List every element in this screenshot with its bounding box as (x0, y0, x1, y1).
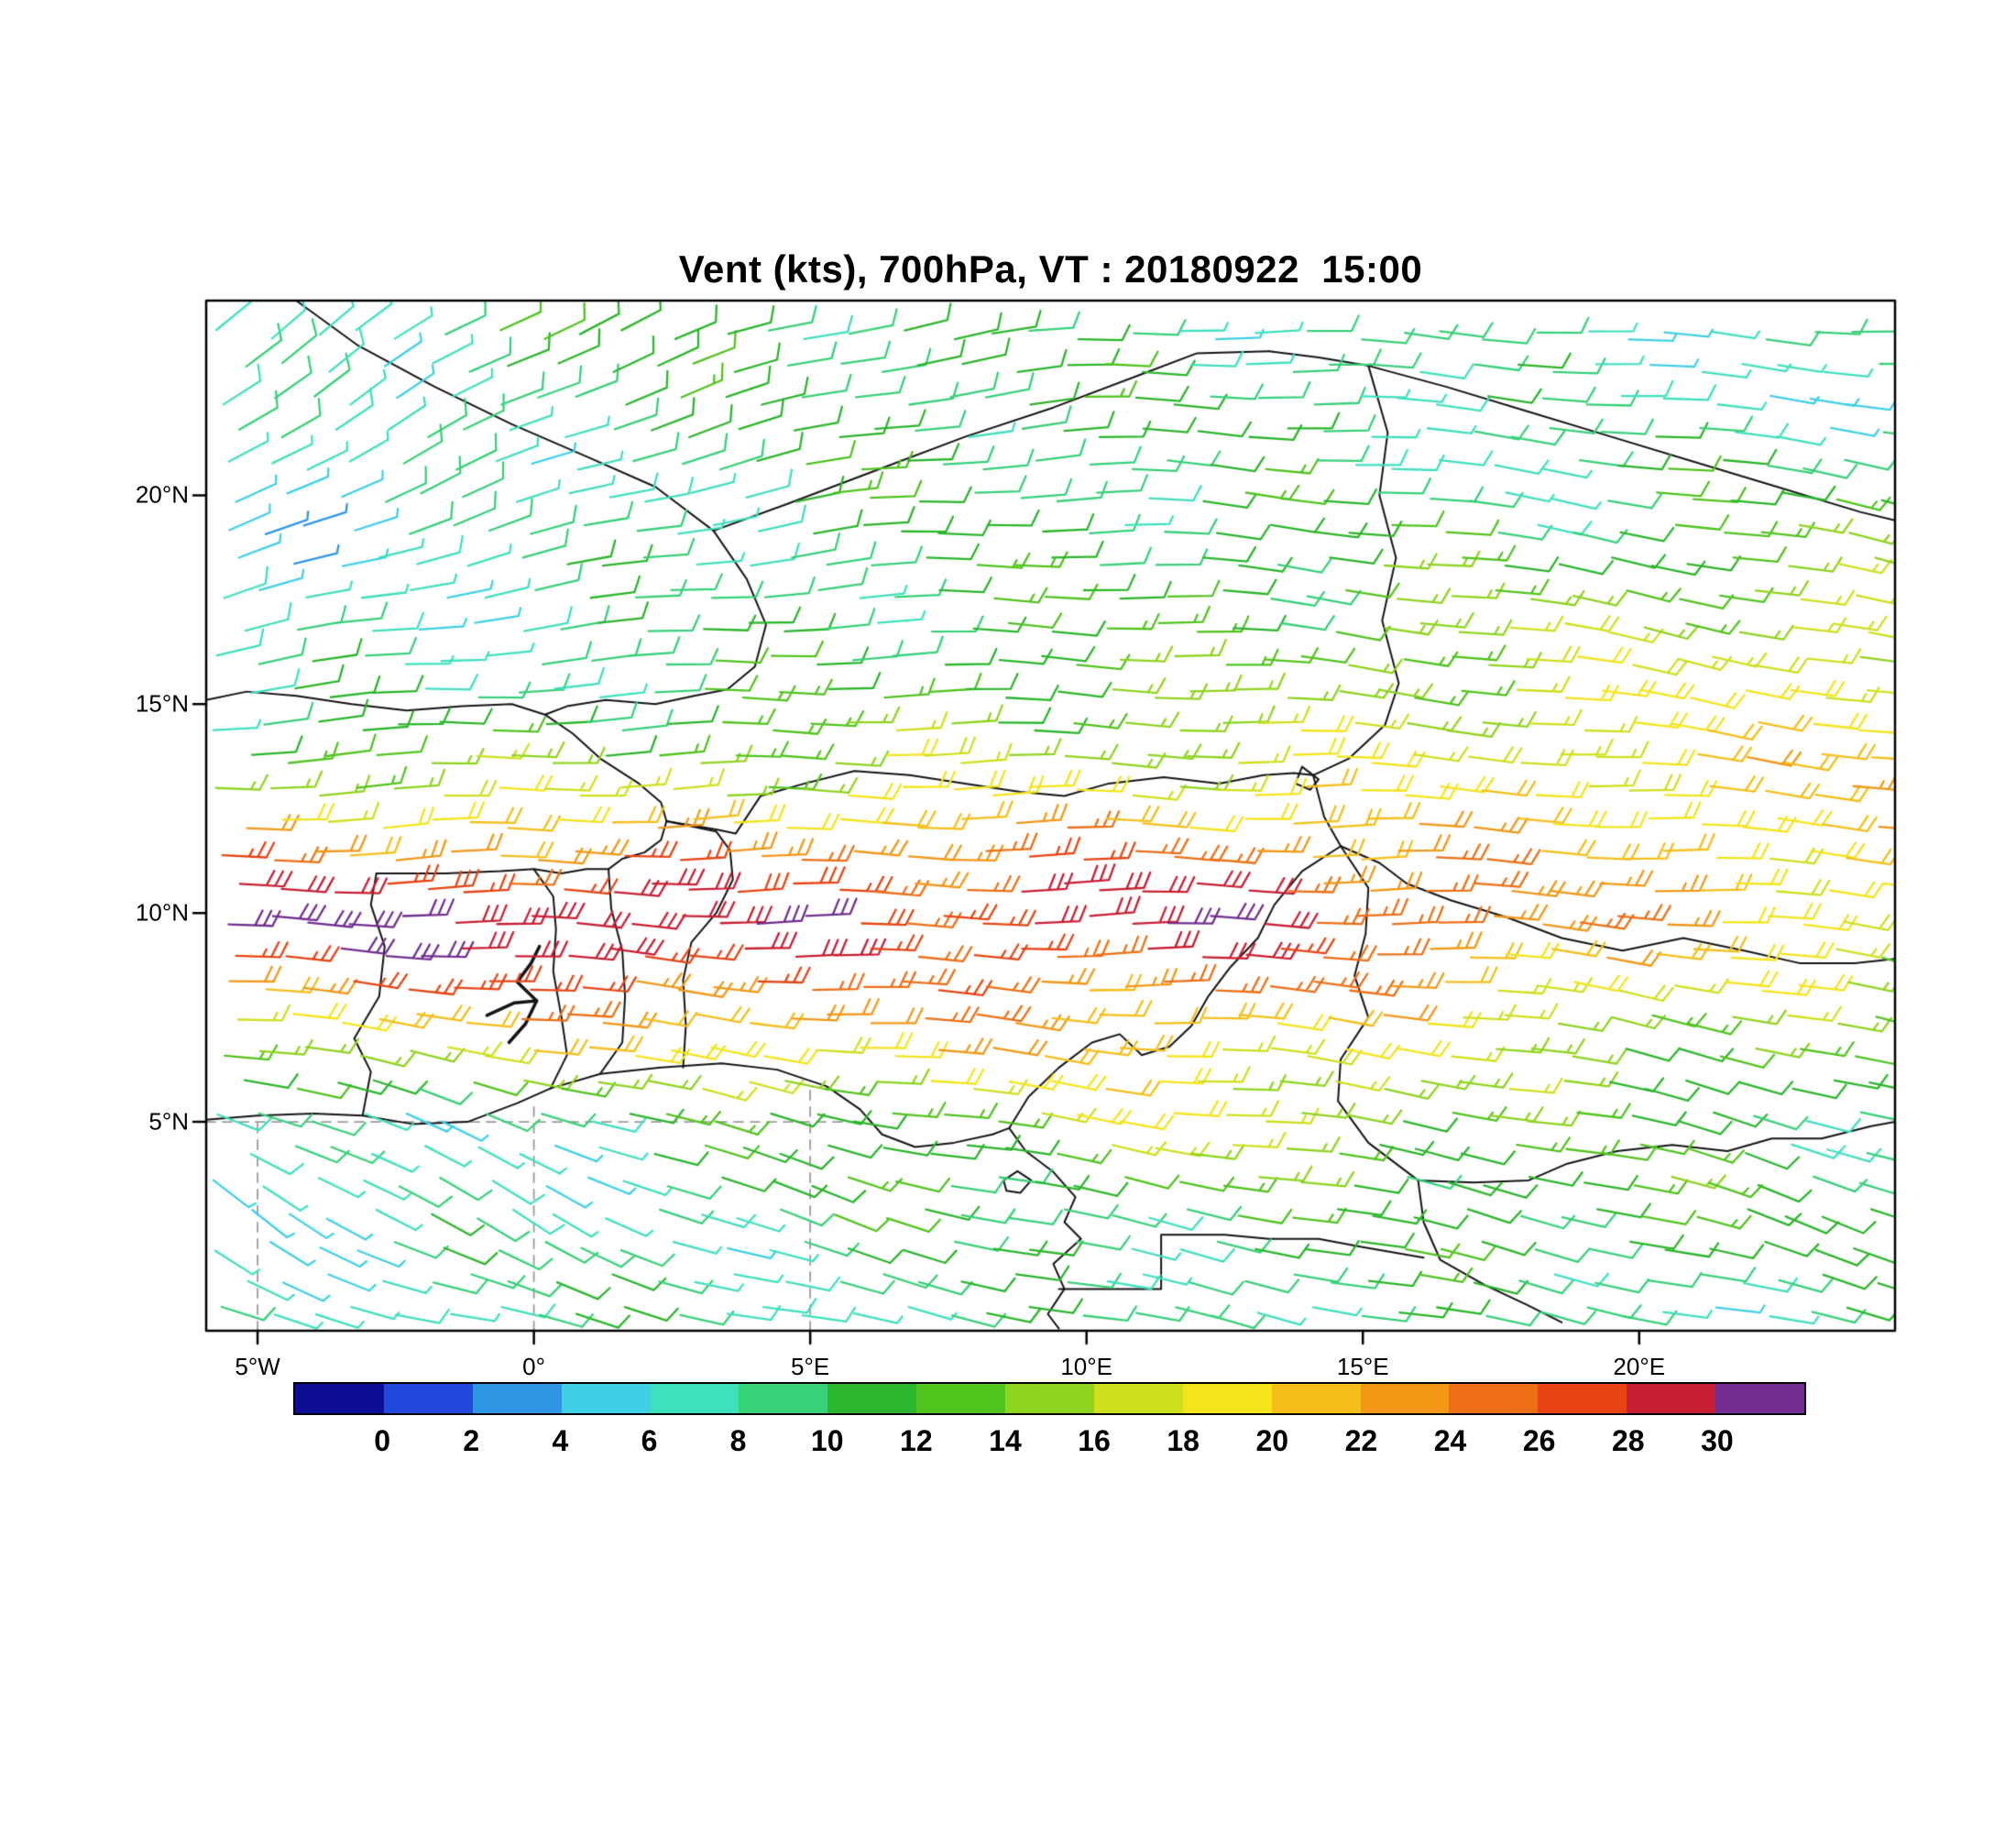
x-tick-label: 20°E (1613, 1353, 1666, 1380)
x-tick-label: 5°E (791, 1353, 830, 1380)
y-tick-label: 20°N (135, 480, 189, 509)
colorbar-tick-label: 16 (1078, 1424, 1111, 1457)
colorbar-segment (739, 1384, 828, 1413)
y-tick-label: 5°N (148, 1107, 189, 1136)
colorbar-tick-label: 2 (463, 1424, 480, 1457)
colorbar-segment (827, 1384, 917, 1413)
y-tick-label: 15°N (135, 689, 189, 718)
colorbar-tick-label: 12 (900, 1424, 933, 1457)
colorbar-tick-label: 0 (374, 1424, 391, 1457)
colorbar-tick-label: 6 (641, 1424, 658, 1457)
colorbar-tick-label: 8 (729, 1424, 747, 1457)
x-tick-label: 15°E (1336, 1353, 1389, 1380)
colorbar-tick-label: 24 (1433, 1424, 1467, 1457)
colorbar-segment (1182, 1384, 1272, 1413)
colorbar-tick-label: 22 (1344, 1424, 1378, 1457)
colorbar-segment (1627, 1384, 1715, 1413)
colorbar-tick-label: 4 (552, 1424, 569, 1457)
colorbar-segment (1538, 1384, 1627, 1413)
x-tick-label: 5°W (235, 1353, 280, 1380)
colorbar (293, 1382, 1806, 1415)
colorbar-segment (472, 1384, 562, 1413)
colorbar-segment (1271, 1384, 1361, 1413)
colorbar-segment (295, 1384, 384, 1413)
colorbar-segment (1360, 1384, 1450, 1413)
colorbar-segment (1093, 1384, 1183, 1413)
colorbar-segment (561, 1384, 651, 1413)
colorbar-segment (1449, 1384, 1539, 1413)
colorbar-segment (1005, 1384, 1094, 1413)
colorbar-segment (383, 1384, 473, 1413)
colorbar-tick-label: 20 (1255, 1424, 1289, 1457)
y-tick-label: 10°N (135, 898, 189, 927)
x-tick-label: 0° (522, 1353, 546, 1380)
colorbar-segment (1715, 1384, 1804, 1413)
x-tick-label: 10°E (1060, 1353, 1113, 1380)
colorbar-tick-label: 14 (989, 1424, 1022, 1457)
colorbar-tick-label: 18 (1167, 1424, 1200, 1457)
colorbar-tick-label: 10 (810, 1424, 844, 1457)
colorbar-segment (916, 1384, 1005, 1413)
colorbar-segment (650, 1384, 740, 1413)
colorbar-tick-label: 26 (1522, 1424, 1556, 1457)
colorbar-tick-label: 28 (1611, 1424, 1645, 1457)
colorbar-tick-label: 30 (1701, 1424, 1734, 1457)
